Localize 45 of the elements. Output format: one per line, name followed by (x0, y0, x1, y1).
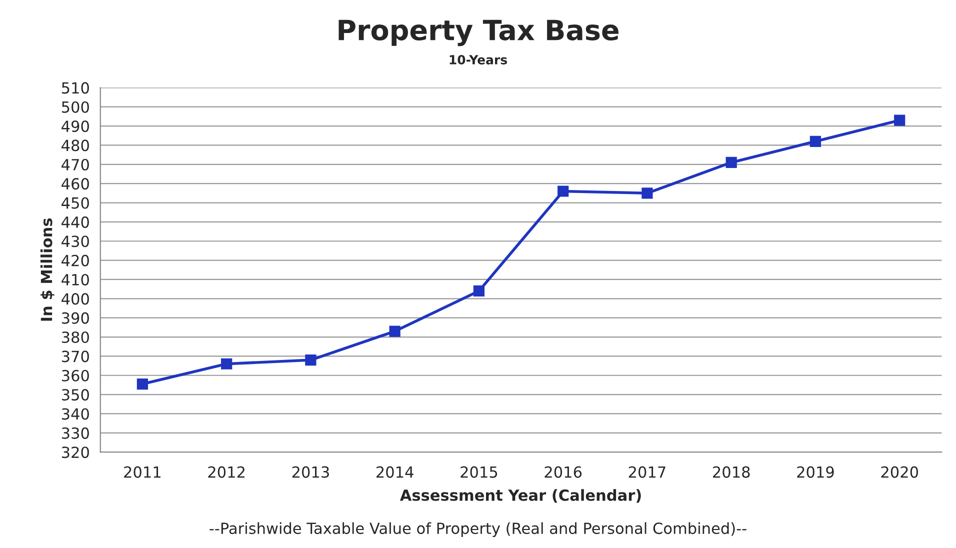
y-tick-label: 400 (62, 293, 89, 305)
y-tick-label: 420 (62, 254, 89, 266)
point (389, 326, 400, 337)
point (894, 114, 906, 126)
point (558, 186, 569, 197)
point (305, 354, 316, 366)
y-tick-label: 470 (62, 158, 89, 170)
y-tick-label: 440 (62, 216, 89, 228)
y-tick-label: 410 (62, 274, 89, 286)
y-tick-label: 350 (62, 389, 89, 401)
chart-title: Property Tax Base (338, 20, 618, 46)
y-tick-label: 340 (62, 408, 89, 420)
y-tick-label: 320 (62, 446, 89, 458)
x-tick-label: 2018 (713, 466, 750, 478)
point (642, 188, 653, 199)
x-tick-label: 2015 (460, 466, 498, 478)
y-tick-label: 370 (62, 350, 89, 362)
point (136, 378, 148, 390)
point (221, 358, 232, 370)
y-tick-label: 510 (62, 82, 89, 94)
y-tick-label: 380 (62, 331, 89, 344)
y-axis-title: In $ Millions (40, 218, 54, 321)
text: --Parishwide Taxable Value of Property (Real and Personal Combined)-- (210, 522, 746, 538)
y-tick-label: 360 (62, 370, 89, 382)
y-tick-label: 450 (62, 197, 89, 209)
x-tick-label: 2013 (292, 466, 329, 478)
x-tick-label: 2011 (124, 466, 160, 478)
y-tick-label: 460 (62, 178, 89, 190)
y-tick-label: 430 (62, 236, 89, 248)
x-tick-label: 2016 (544, 466, 582, 478)
y-tick-label: 490 (62, 120, 89, 132)
x-tick-label: 2017 (628, 466, 666, 478)
y-tick-label: 390 (62, 312, 89, 324)
y-tick-label: 480 (62, 140, 89, 152)
y-tick-label: 500 (62, 101, 89, 113)
point (473, 285, 485, 297)
point (726, 156, 737, 168)
point (810, 136, 822, 147)
x-axis-title: Assessment Year (Calendar) (400, 489, 641, 503)
x-tick-label: 2012 (208, 466, 244, 478)
chart-subtitle: 10-Years (450, 55, 507, 64)
y-tick-label: 330 (62, 427, 89, 439)
x-tick-label: 2019 (797, 466, 834, 478)
x-tick-label: 2020 (881, 466, 918, 478)
x-tick-label: 2014 (376, 466, 414, 478)
